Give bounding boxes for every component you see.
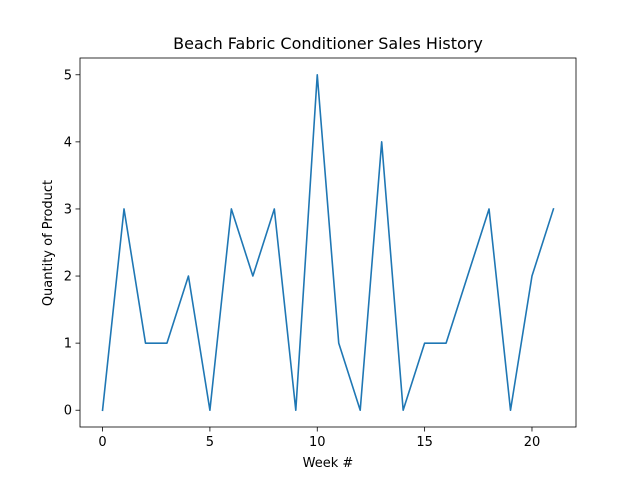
- plot-area: 0 5 10 15 20 0 1 2 3 4 5: [64, 57, 577, 450]
- y-tick-label-3: 3: [64, 202, 72, 217]
- y-tick-label-1: 1: [64, 337, 72, 352]
- y-tick-label-2: 2: [64, 270, 72, 285]
- y-tick-label-5: 5: [64, 68, 72, 83]
- plot-frame: [79, 57, 577, 428]
- x-tick-label-5: 5: [206, 435, 214, 450]
- y-tick-label-0: 0: [64, 404, 72, 419]
- x-tick-label-0: 0: [98, 435, 106, 450]
- x-tick-label-20: 20: [524, 435, 541, 450]
- y-axis-label: Quantity of Product: [41, 180, 56, 306]
- x-axis-label: Week #: [303, 456, 354, 471]
- x-tick-label-10: 10: [309, 435, 326, 450]
- y-tick-label-4: 4: [64, 135, 72, 150]
- chart-title: Beach Fabric Conditioner Sales History: [173, 34, 483, 53]
- series-line-0: [101, 73, 555, 412]
- x-tick-label-15: 15: [416, 435, 433, 450]
